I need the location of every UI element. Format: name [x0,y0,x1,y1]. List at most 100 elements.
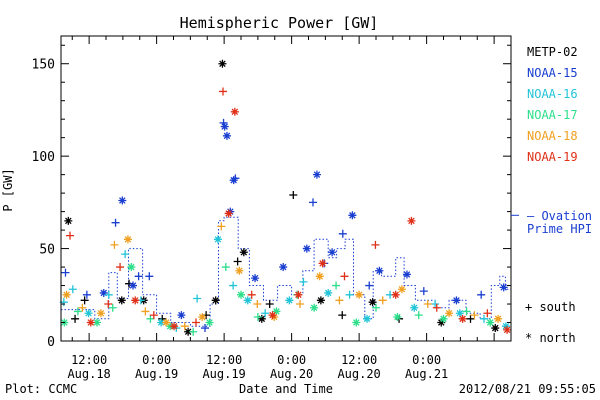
data-point-metp-02-0 [64,216,73,225]
marker-legend: + south * north [525,300,576,345]
data-point-noaa-15-6 [134,272,143,281]
axes-layer: 05010015012:00Aug.180:00Aug.1912:00Aug.1… [32,35,512,381]
data-point-noaa-19-14 [318,259,327,268]
data-point-noaa-18-6 [162,318,171,327]
data-point-noaa-16-20 [431,300,440,309]
x-tick-date-24: Aug.19 [135,367,178,381]
data-point-noaa-15-4 [118,196,127,205]
data-point-metp-02-16 [316,296,325,305]
legend-noaa-15: NOAA-15 [527,66,578,80]
data-point-noaa-19-8 [219,87,227,96]
data-point-noaa-17-12 [272,307,281,316]
data-point-noaa-19-4 [131,296,140,305]
data-point-noaa-16-4 [121,250,130,259]
x-tick-date-60: Aug.20 [337,367,380,381]
data-point-noaa-18-21 [470,311,479,320]
data-point-noaa-15-5 [129,281,137,290]
data-point-noaa-15-0 [61,268,70,277]
data-point-metp-02-12 [239,248,248,257]
data-point-noaa-17-5 [146,314,155,323]
data-point-noaa-16-17 [363,314,371,323]
data-point-noaa-18-13 [296,300,305,309]
legend-noaa-19: NOAA-19 [527,150,578,164]
data-point-metp-02-11 [233,257,242,266]
data-point-metp-02-15 [289,190,298,199]
data-point-noaa-18-15 [335,296,344,305]
x-tick-time-24: 0:00 [142,353,171,367]
data-point-noaa-18-0 [62,290,71,299]
ovation-hpi-line [61,216,511,327]
data-point-noaa-19-15 [340,272,349,281]
data-point-metp-02-1 [71,314,80,323]
data-point-noaa-15-23 [338,229,347,238]
data-point-noaa-17-9 [221,263,230,272]
data-point-noaa-18-20 [445,309,454,318]
data-point-noaa-19-13 [294,290,303,299]
data-point-noaa-18-14 [315,272,324,281]
data-point-noaa-16-2 [84,309,93,318]
data-point-metp-02-14 [265,300,274,309]
data-point-noaa-19-5 [149,311,158,320]
data-point-noaa-19-17 [391,290,400,299]
data-point-noaa-15-31 [499,283,508,292]
data-point-noaa-16-22 [480,314,488,323]
data-point-noaa-19-0 [66,231,74,240]
legend-noaa-17: NOAA-17 [527,108,578,122]
y-tick-label-100: 100 [32,150,55,165]
chart-title: Hemispheric Power [GW] [180,14,379,32]
data-point-noaa-17-4 [127,263,136,272]
data-point-noaa-16-11 [243,296,252,305]
data-point-noaa-16-9 [213,235,222,244]
data-point-noaa-15-1 [82,290,91,299]
data-point-metp-02-9 [211,296,220,305]
data-point-noaa-16-12 [261,309,270,318]
y-axis-label: P [GW] [1,168,15,211]
y-tick-label-50: 50 [39,243,55,258]
data-point-noaa-18-18 [397,285,406,294]
marker-legend-south: + south [525,300,576,314]
series-legend: METP-02 NOAA-15 NOAA-16 NOAA-17 NOAA-18 NOAA-… [527,45,578,164]
data-point-noaa-19-3 [116,263,125,272]
data-point-noaa-17-17 [372,303,380,312]
data-point-noaa-19-16 [371,240,380,249]
data-point-noaa-16-10 [229,281,238,290]
x-tick-time-48: 0:00 [277,353,306,367]
plot-layer [59,59,512,336]
data-point-noaa-17-20 [439,314,448,323]
data-point-noaa-15-16 [251,274,260,283]
data-point-noaa-19-11 [247,290,256,299]
data-point-noaa-18-19 [423,300,432,309]
data-point-noaa-15-9 [201,324,209,333]
data-point-noaa-16-16 [345,290,354,299]
data-point-noaa-15-3 [111,218,120,227]
data-point-noaa-18-1 [78,303,87,312]
data-point-metp-02-22 [491,324,500,333]
data-point-metp-02-7 [184,327,193,336]
data-point-noaa-15-26 [375,266,384,275]
data-point-noaa-18-22 [494,314,503,323]
data-point-noaa-16-6 [157,318,166,327]
data-point-noaa-18-8 [198,312,207,321]
footer-plot-credit: Plot: CCMC [5,382,77,396]
x-tick-time-36: 12:00 [206,353,242,367]
data-point-noaa-17-18 [393,312,402,321]
data-point-noaa-18-9 [217,222,226,231]
data-point-noaa-16-3 [104,290,113,299]
data-point-noaa-15-29 [452,296,461,305]
data-point-noaa-18-5 [141,307,150,316]
legend-noaa-18: NOAA-18 [527,129,578,143]
data-point-noaa-17-21 [462,307,471,316]
data-point-noaa-19-22 [503,325,512,334]
y-tick-label-0: 0 [47,335,55,350]
data-point-noaa-19-10 [230,107,239,116]
data-point-noaa-19-2 [104,300,113,309]
data-point-noaa-15-28 [419,287,428,296]
data-point-noaa-16-8 [193,294,202,303]
data-point-noaa-16-19 [410,303,419,312]
x-tick-time-60: 12:00 [341,353,377,367]
data-point-noaa-19-19 [432,303,441,312]
x-tick-date-12: Aug.18 [67,367,110,381]
data-point-noaa-19-12 [268,311,277,320]
data-point-noaa-15-27 [402,270,411,279]
data-point-noaa-15-11 [220,122,229,131]
